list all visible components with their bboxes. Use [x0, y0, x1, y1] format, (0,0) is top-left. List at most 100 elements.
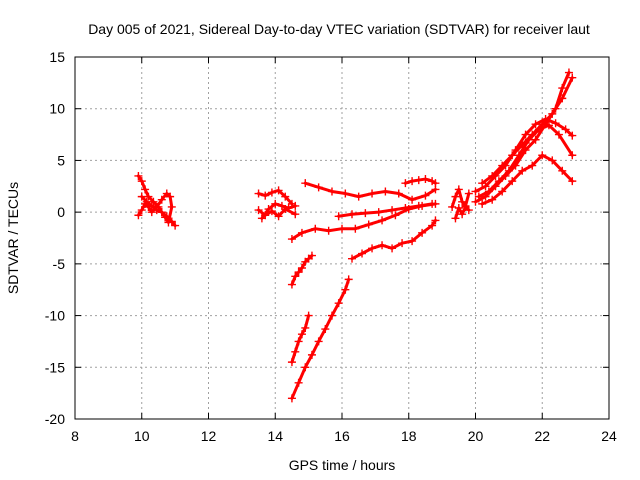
- data-point: [558, 84, 567, 93]
- series-line: [290, 202, 437, 241]
- data-point: [431, 216, 440, 225]
- data-point: [257, 214, 266, 223]
- data-point: [348, 254, 357, 263]
- data-point: [307, 350, 316, 359]
- data-point: [287, 358, 296, 367]
- data-point: [284, 204, 293, 213]
- data-point: [307, 251, 316, 260]
- data-point: [454, 185, 463, 194]
- data-point: [431, 179, 440, 188]
- data-point: [401, 179, 410, 188]
- data-point: [568, 177, 577, 186]
- data-point: [398, 239, 407, 248]
- data-point: [327, 311, 336, 320]
- data-point: [518, 140, 527, 149]
- data-point: [297, 228, 306, 237]
- tick-labels: 8 10 12 14 16 18 20 22 24 -20 -15 -10 -5 0 5 10 15: [45, 49, 617, 444]
- data-point: [388, 244, 397, 253]
- series-arc-f3: [478, 151, 577, 208]
- x-tick-label: 22: [534, 428, 550, 444]
- series-arc-e2: [451, 202, 473, 223]
- data-point: [287, 235, 296, 244]
- data-point: [481, 192, 490, 201]
- data-point: [291, 201, 300, 210]
- data-point: [414, 201, 423, 210]
- data-point: [548, 109, 557, 118]
- series-line: [480, 153, 574, 206]
- data-point: [137, 192, 146, 201]
- data-point: [294, 268, 303, 277]
- data-point: [368, 244, 377, 253]
- data-point: [408, 177, 417, 186]
- data-point: [488, 195, 497, 204]
- data-point: [401, 204, 410, 213]
- data-point: [167, 217, 176, 226]
- data-point: [334, 212, 343, 221]
- y-tick-label: 0: [57, 204, 65, 220]
- grid: [75, 57, 609, 419]
- x-tick-label: 16: [334, 428, 350, 444]
- data-point: [568, 73, 577, 82]
- data-point: [354, 192, 363, 201]
- data-point: [149, 197, 158, 206]
- data-point: [274, 186, 283, 195]
- data-point: [501, 171, 510, 180]
- x-axis-label: GPS time / hours: [289, 457, 396, 473]
- data-point: [287, 394, 296, 403]
- data-point: [388, 206, 397, 215]
- data-point: [321, 325, 330, 334]
- y-tick-label: 5: [57, 152, 65, 168]
- data-point: [531, 120, 540, 129]
- chart-title: Day 005 of 2021, Sidereal Day-to-day VTE…: [88, 21, 590, 37]
- series-line: [303, 181, 437, 202]
- data-point: [267, 188, 276, 197]
- data-point: [314, 183, 323, 192]
- data-point: [324, 226, 333, 235]
- data-point: [254, 206, 263, 215]
- data-point: [558, 94, 567, 103]
- series-arc-d3: [287, 275, 353, 403]
- series-arc-c3: [334, 199, 437, 221]
- series-layer: [134, 68, 577, 403]
- data-point: [458, 210, 467, 219]
- data-point: [414, 176, 423, 185]
- data-point: [518, 166, 527, 175]
- data-point: [147, 201, 156, 210]
- y-tick-label: -15: [45, 359, 65, 375]
- data-point: [531, 135, 540, 144]
- data-point: [488, 171, 497, 180]
- y-tick-label: -10: [45, 308, 65, 324]
- data-point: [528, 161, 537, 170]
- data-point: [478, 199, 487, 208]
- data-point: [508, 151, 517, 160]
- data-point: [264, 205, 273, 214]
- data-point: [134, 171, 143, 180]
- x-tick-label: 10: [134, 428, 150, 444]
- y-tick-label: -5: [53, 256, 66, 272]
- data-point: [287, 280, 296, 289]
- data-point: [511, 161, 520, 170]
- data-point: [281, 192, 290, 201]
- data-point: [277, 201, 286, 210]
- data-point: [378, 241, 387, 250]
- data-point: [344, 275, 353, 284]
- x-tick-label: 14: [267, 428, 283, 444]
- data-point: [297, 263, 306, 272]
- data-point: [144, 192, 153, 201]
- data-point: [568, 151, 577, 160]
- series-arc-c1: [301, 179, 440, 204]
- data-point: [327, 187, 336, 196]
- data-point: [301, 179, 310, 188]
- data-point: [421, 175, 430, 184]
- data-point: [157, 208, 166, 217]
- data-point: [137, 177, 146, 186]
- data-point: [304, 311, 313, 320]
- data-point: [141, 185, 150, 194]
- data-point: [458, 197, 467, 206]
- y-axis-label: SDTVAR / TECUs: [5, 182, 21, 294]
- data-point: [498, 161, 507, 170]
- x-tick-label: 18: [401, 428, 417, 444]
- y-tick-label: 15: [49, 49, 65, 65]
- data-point: [254, 189, 263, 198]
- data-point: [464, 189, 473, 198]
